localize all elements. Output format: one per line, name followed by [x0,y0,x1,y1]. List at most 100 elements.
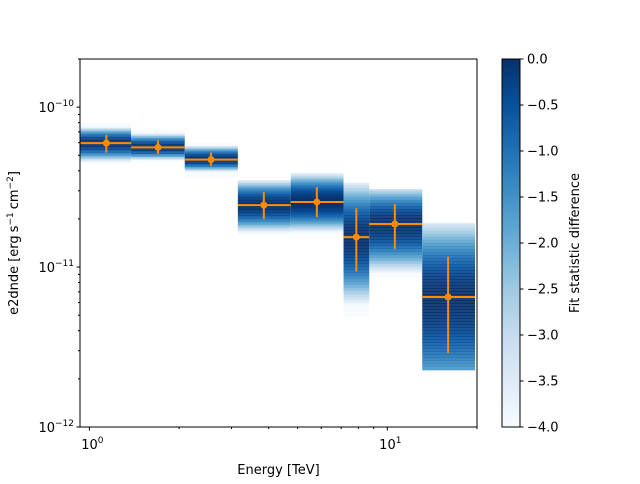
profile-strip [343,315,370,317]
profile-strip [422,251,476,254]
profile-strip [80,156,132,158]
profile-strip [343,193,370,196]
profile-strip [369,202,423,205]
profile-strip [422,353,476,356]
y-tick-label: 10−11 [38,259,74,276]
profile-strip [237,229,291,232]
profile-strip [290,219,344,222]
profile-strip [131,134,185,137]
profile-strip [131,137,185,140]
profile-strip [369,199,423,202]
profile-strip [369,262,423,265]
profile-strip [80,127,132,130]
profile-strip [343,304,370,307]
colorbar-tick-label: −4.0 [527,421,559,436]
profile-strip [422,358,476,360]
profile-strip [237,187,291,190]
profile-strip [184,173,238,175]
profile-strip [237,225,291,227]
profile-strip [422,364,476,366]
profile-strip [184,165,238,168]
profile-strip [343,201,370,203]
profile-strip [369,267,423,269]
profile-strip [422,365,476,368]
profile-strip [184,171,238,174]
profile-strip [422,254,476,257]
profile-strip [422,367,476,369]
profile-strip [184,149,238,151]
colorbar-tick-label: −2.5 [527,283,559,298]
profile-strip [343,184,370,187]
profile-strip [422,355,476,357]
profile-strip [369,189,423,191]
flux-point [207,156,215,164]
profile-strip [80,130,132,133]
profile-strip [237,222,291,224]
profile-strip [184,176,238,178]
colorbar-label: Fit statistic difference [568,173,583,313]
profile-strip [369,270,423,272]
profile-strip [290,228,344,231]
profile-strip [422,223,476,225]
profile-strip [343,282,370,284]
profile-strip [422,226,476,228]
x-tick-label: 101 [379,436,401,453]
profile-strip [343,279,370,281]
profile-strip [422,229,476,231]
profile-strip [80,132,132,134]
profile-strip [343,189,370,191]
y-tick-label: 10−12 [38,419,74,436]
profile-strip [80,124,132,127]
profile-strip [422,362,476,365]
profile-strip [369,253,423,256]
profile-strip [343,294,370,296]
profile-strip [422,248,476,251]
profile-strip [80,153,132,155]
profile-strip [343,204,370,206]
profile-strip [343,313,370,316]
profile-strip [369,201,423,203]
profile-strip [422,238,476,240]
profile-strip [184,150,238,153]
profile-strip [237,223,291,226]
profile-strip [343,192,370,194]
plot-frame [79,58,478,428]
profile-strip [184,168,238,171]
colorbar-tick-label: −0.5 [527,99,559,114]
profile-strip [422,232,476,234]
profile-strip [290,178,344,181]
profile-strip [80,162,132,164]
flux-point [260,201,268,209]
y-axis-label: e2dnde [ergs−1cm−2] [6,171,22,315]
profile-strip [290,222,344,225]
colorbar-tick-label: −1.5 [527,191,559,206]
profile-strip [290,175,344,178]
profile-strip [369,265,423,268]
profile-strip [369,192,423,194]
profile-strip [131,157,185,159]
profile-strip [343,285,370,287]
profile-strip [80,154,132,157]
profile-strip [184,143,238,145]
profile-strip [422,361,476,363]
profile-strip [290,225,344,228]
colorbar-tick-label: −2.0 [527,237,559,252]
profile-strip [369,252,423,254]
profile-strip [343,295,370,298]
profile-strip [343,292,370,295]
profile-strip [131,133,185,135]
profile-strip [290,174,344,177]
profile-strip [290,231,344,234]
profile-strip [131,139,185,141]
profile-strip [237,231,291,233]
profile-strip [422,235,476,237]
profile-strip [343,301,370,304]
profile-strip [369,264,423,266]
profile-strip [80,123,132,125]
profile-strip [422,233,476,236]
profile-strip [343,273,370,275]
profile-strip [343,312,370,314]
profile-strip [343,207,370,209]
profile-strip [369,198,423,200]
